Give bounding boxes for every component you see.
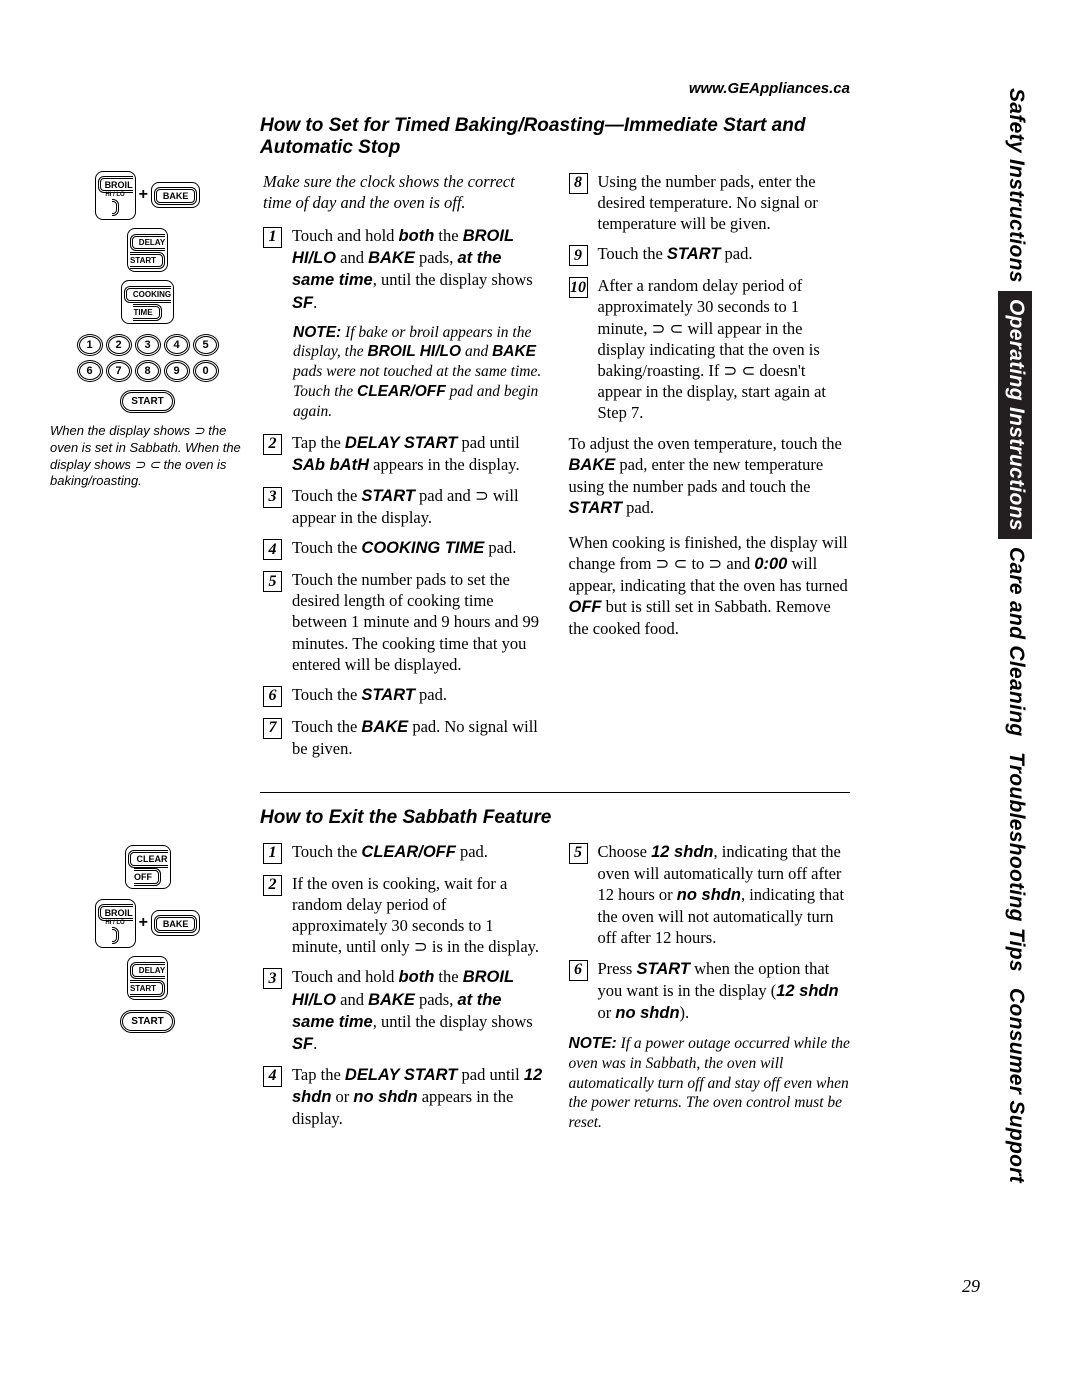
bake-button: BAKE [151,182,201,208]
step-text: Touch and hold both the BROIL HI/LO and … [292,966,545,1054]
delay-start-button: DELAY START [127,228,168,272]
section2-title: How to Exit the Sabbath Feature [260,807,850,829]
step-number: 1 [263,843,282,864]
broil-button: BROILHI / LO [95,171,136,220]
step-text: If the oven is cooking, wait for a rando… [292,873,545,957]
step-number: 10 [569,277,588,298]
section1-right-column: 8 Using the number pads, enter the desire… [569,171,851,768]
keypad-2: 2 [106,334,132,356]
step-text: Touch the COOKING TIME pad. [292,537,545,560]
step-6: 6 Press START when the option that you wa… [569,958,851,1024]
step-number: 5 [263,571,282,592]
keypad-0: 0 [193,360,219,382]
step-text: After a random delay period of approxima… [598,275,851,423]
step-number: 1 [263,227,282,248]
step-9: 9 Touch the START pad. [569,243,851,266]
step-number: 4 [263,1066,282,1087]
step-text: Press START when the option that you wan… [598,958,851,1024]
step-6: 6 Touch the START pad. [263,684,545,707]
plus-icon-2: + [139,914,148,932]
section1-row: BROILHI / LO + BAKE DELAY START COOKING … [50,171,850,768]
side-tab[interactable]: Safety Instructions [998,80,1032,291]
step-text: Touch and hold both the BROIL HI/LO and … [292,225,545,313]
step-text: Choose 12 shdn, indicating that the oven… [598,841,851,949]
section2-right-column: 5 Choose 12 shdn, indicating that the ove… [569,841,851,1143]
section1-title: How to Set for Timed Baking/Roasting—Imm… [260,115,850,159]
step-number: 8 [569,173,588,194]
step-text: Touch the number pads to set the desired… [292,569,545,675]
step-number: 4 [263,539,282,560]
step-10: 10 After a random delay period of approxi… [569,275,851,423]
keypad-6: 6 [77,360,103,382]
delay-start-button-2: DELAY START [127,956,168,1000]
keypad-7: 7 [106,360,132,382]
side-tab[interactable]: Consumer Support [998,980,1032,1191]
control-panel-illustration-1: BROILHI / LO + BAKE DELAY START COOKING … [50,171,245,768]
step-text: Tap the DELAY START pad until SAb bAtH a… [292,432,545,476]
section2-row: CLEAR OFF BROILHI / LO + BAKE DELAY STAR… [50,841,850,1143]
section2-note: NOTE: If a power outage occurred while t… [569,1034,851,1133]
step-number: 2 [263,875,282,896]
step-7: 7 Touch the BAKE pad. No signal will be g… [263,716,545,759]
step-8: 8 Using the number pads, enter the desire… [569,171,851,234]
section-divider [260,792,850,793]
step-text: Touch the START pad. [292,684,545,707]
step-1: 1 Touch and hold both the BROIL HI/LO and… [263,225,545,313]
side-tabs: Safety InstructionsOperating Instruction… [998,80,1032,1191]
keypad-4: 4 [164,334,190,356]
section1-left-column: Make sure the clock shows the correct ti… [263,171,545,768]
keypad-9: 9 [164,360,190,382]
clear-off-button: CLEAR OFF [125,845,171,889]
keypad-8: 8 [135,360,161,382]
step-number: 6 [569,960,588,981]
page-number: 29 [962,1276,980,1297]
inline-note: NOTE: If bake or broil appears in the di… [293,323,545,422]
step-number: 3 [263,968,282,989]
section1-tail2: When cooking is finished, the display wi… [569,532,851,640]
plus-icon: + [139,186,148,204]
step-number: 3 [263,487,282,508]
panel1-caption: When the display shows ⊃ the oven is set… [50,423,245,491]
step-3: 3 Touch and hold both the BROIL HI/LO and… [263,966,545,1054]
step-2: 2 If the oven is cooking, wait for a rand… [263,873,545,957]
control-panel-illustration-2: CLEAR OFF BROILHI / LO + BAKE DELAY STAR… [50,841,245,1143]
broil-button-2: BROILHI / LO [95,899,136,948]
side-tab[interactable]: Operating Instructions [998,291,1032,539]
step-text: Touch the BAKE pad. No signal will be gi… [292,716,545,759]
step-number: 5 [569,843,588,864]
side-tab[interactable]: Troubleshooting Tips [998,744,1032,980]
keypad-3: 3 [135,334,161,356]
step-number: 2 [263,434,282,455]
start-button-1: START [120,390,175,413]
step-3: 3 Touch the START pad and ⊃ will appear i… [263,485,545,528]
step-text: Touch the START pad and ⊃ will appear in… [292,485,545,528]
step-text: Touch the CLEAR/OFF pad. [292,841,545,864]
section1-tail1: To adjust the oven temperature, touch th… [569,433,851,519]
step-2: 2 Tap the DELAY START pad until SAb bAtH … [263,432,545,476]
manual-page: www.GEAppliances.ca How to Set for Timed… [50,80,850,1143]
number-keypad: 12345 67890 [50,334,245,382]
step-text: Touch the START pad. [598,243,851,266]
step-text: Tap the DELAY START pad until 12 shdn or… [292,1064,545,1129]
step-4: 4 Touch the COOKING TIME pad. [263,537,545,560]
url-header: www.GEAppliances.ca [50,80,850,97]
start-button-2: START [120,1010,175,1033]
step-text: Using the number pads, enter the desired… [598,171,851,234]
step-1: 1 Touch the CLEAR/OFF pad. [263,841,545,864]
step-number: 9 [569,245,588,266]
step-5: 5 Touch the number pads to set the desire… [263,569,545,675]
step-number: 7 [263,718,282,739]
side-tab[interactable]: Care and Cleaning [998,539,1032,744]
section1-intro: Make sure the clock shows the correct ti… [263,171,545,213]
section2-left-column: 1 Touch the CLEAR/OFF pad. 2 If the oven is… [263,841,545,1143]
cooking-time-button: COOKING TIME [121,280,174,324]
keypad-5: 5 [193,334,219,356]
keypad-1: 1 [77,334,103,356]
step-number: 6 [263,686,282,707]
step-5: 5 Choose 12 shdn, indicating that the ove… [569,841,851,949]
step-4: 4 Tap the DELAY START pad until 12 shdn o… [263,1064,545,1129]
bake-button-2: BAKE [151,910,201,936]
